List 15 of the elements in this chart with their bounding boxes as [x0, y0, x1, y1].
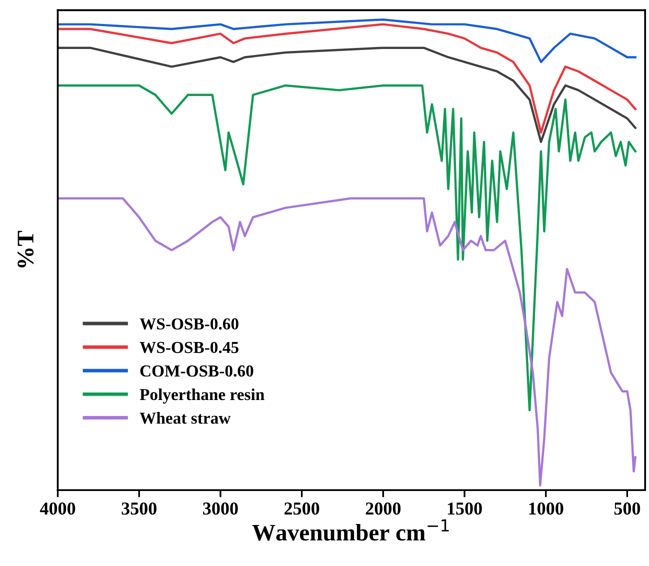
- legend-label: WS-OSB-0.45: [140, 342, 238, 354]
- x-tick-label: 3500: [122, 502, 156, 515]
- x-tick-label: 3000: [203, 502, 238, 515]
- x-axis-title: Wavenumber cm$^{−1}$: [252, 519, 449, 541]
- legend-label: WS-OSB-0.60: [140, 318, 238, 330]
- legend-label: COM-OSB-0.60: [140, 365, 254, 377]
- x-tick-label: 1500: [448, 502, 482, 515]
- legend-label: Wheat straw: [140, 412, 231, 424]
- y-axis-title: %T: [18, 230, 34, 268]
- legend-label: Polyerthane resin: [140, 388, 264, 404]
- x-tick-label: 2500: [284, 502, 320, 515]
- x-tick-label: 2000: [366, 502, 401, 515]
- x-tick-label: 500: [614, 502, 640, 515]
- x-tick-label: 1000: [529, 502, 564, 515]
- x-tick-label: 4000: [40, 502, 76, 515]
